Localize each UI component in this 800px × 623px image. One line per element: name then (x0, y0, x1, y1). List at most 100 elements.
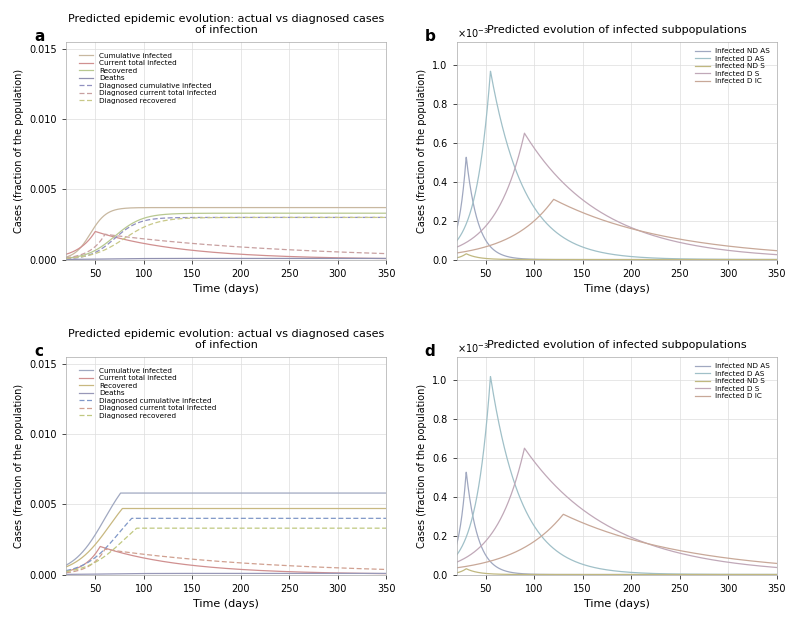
Infected D IC (558, 511, 568, 518)
Infected ND S (762, 256, 772, 264)
Cumulative infected (372, 489, 382, 497)
Infected D IC (450, 564, 459, 572)
Diagnosed recovered (372, 214, 382, 221)
Infected D AS (432, 251, 442, 259)
Infected ND AS (589, 571, 598, 578)
Current total infected (90, 228, 100, 235)
Infected ND AS (700, 256, 710, 264)
Infected ND S (762, 571, 772, 578)
Diagnosed cumulative infected (372, 515, 382, 522)
Infected ND S (772, 571, 782, 578)
Diagnosed current total infected (100, 546, 110, 553)
Current total infected (372, 255, 382, 262)
Infected ND AS (598, 571, 607, 578)
Diagnosed cumulative infected (59, 255, 69, 263)
Deaths (372, 569, 382, 577)
Current total infected (198, 247, 208, 255)
Cumulative infected (382, 489, 391, 497)
Infected D S (450, 559, 459, 567)
Line: Infected D IC: Infected D IC (437, 199, 777, 255)
Cumulative infected (59, 563, 69, 570)
Diagnosed current total infected (42, 255, 51, 263)
Line: Infected ND AS: Infected ND AS (437, 157, 777, 260)
Current total infected (372, 570, 382, 578)
Diagnosed current total infected (207, 241, 217, 249)
Diagnosed current total infected (310, 563, 319, 571)
Diagnosed current total infected (372, 250, 382, 257)
Text: d: d (425, 344, 435, 359)
Deaths (382, 255, 391, 262)
Infected ND S (598, 571, 607, 578)
Diagnosed recovered (372, 525, 382, 532)
Diagnosed recovered (372, 525, 382, 532)
Infected ND AS (762, 571, 772, 578)
Diagnosed cumulative infected (59, 568, 69, 575)
Cumulative infected (372, 204, 382, 211)
Line: Current total infected: Current total infected (46, 546, 386, 574)
Deaths (372, 255, 382, 262)
Infected ND AS (772, 256, 782, 264)
Diagnosed recovered (310, 525, 319, 532)
Current total infected (42, 570, 51, 578)
Infected D S (598, 209, 607, 217)
Cumulative infected (372, 489, 382, 497)
Diagnosed cumulative infected (198, 515, 208, 522)
Diagnosed cumulative infected (310, 214, 319, 221)
Infected D IC (450, 250, 459, 257)
Deaths (42, 256, 51, 264)
Line: Diagnosed recovered: Diagnosed recovered (46, 217, 386, 259)
Line: Infected ND S: Infected ND S (437, 569, 777, 574)
Infected D AS (432, 566, 442, 573)
Infected D S (762, 250, 772, 258)
Recovered (198, 505, 208, 512)
Diagnosed current total infected (310, 247, 319, 255)
Infected D IC (549, 196, 558, 203)
Text: b: b (425, 29, 435, 44)
Diagnosed current total infected (198, 556, 208, 564)
Current total infected (95, 543, 105, 550)
Line: Infected D AS: Infected D AS (437, 71, 777, 260)
Infected D IC (432, 252, 442, 259)
Infected ND S (762, 571, 772, 578)
Legend: Infected ND AS, Infected D AS, Infected ND S, Infected D S, Infected D IC: Infected ND AS, Infected D AS, Infected … (692, 361, 774, 402)
Line: Infected D IC: Infected D IC (437, 515, 777, 570)
Deaths (207, 569, 217, 577)
Current total infected (310, 569, 319, 576)
Diagnosed recovered (59, 255, 69, 262)
Infected D AS (486, 373, 495, 380)
Deaths (42, 571, 51, 578)
Infected D IC (700, 239, 710, 247)
Text: c: c (34, 344, 43, 359)
Cumulative infected (42, 255, 51, 263)
Infected D AS (762, 571, 772, 578)
Infected ND S (432, 571, 442, 578)
Infected D AS (450, 240, 459, 247)
Legend: Cumulative infected, Current total infected, Recovered, Deaths, Diagnosed cumula: Cumulative infected, Current total infec… (76, 364, 219, 422)
Infected D AS (762, 256, 772, 264)
Diagnosed recovered (42, 255, 51, 263)
Diagnosed cumulative infected (382, 214, 391, 221)
Infected ND S (700, 571, 710, 578)
Diagnosed current total infected (372, 566, 382, 573)
Deaths (198, 255, 208, 262)
Line: Recovered: Recovered (46, 213, 386, 259)
Line: Diagnosed current total infected: Diagnosed current total infected (46, 234, 386, 259)
Diagnosed recovered (382, 525, 391, 532)
Line: Diagnosed current total infected: Diagnosed current total infected (46, 549, 386, 574)
Infected D S (520, 444, 530, 452)
Current total infected (59, 251, 69, 259)
Diagnosed cumulative infected (42, 255, 51, 263)
Current total infected (372, 570, 382, 578)
Infected D S (589, 513, 598, 521)
Deaths (372, 569, 382, 577)
Infected ND AS (762, 571, 772, 578)
Cumulative infected (59, 254, 69, 262)
Legend: Cumulative infected, Current total infected, Recovered, Deaths, Diagnosed cumula: Cumulative infected, Current total infec… (76, 50, 219, 107)
Infected ND AS (598, 256, 607, 264)
Infected ND S (462, 565, 471, 573)
Diagnosed current total infected (372, 566, 382, 573)
Line: Infected D S: Infected D S (437, 133, 777, 255)
Recovered (42, 255, 51, 263)
Infected D IC (589, 523, 598, 531)
Line: Deaths: Deaths (46, 259, 386, 260)
